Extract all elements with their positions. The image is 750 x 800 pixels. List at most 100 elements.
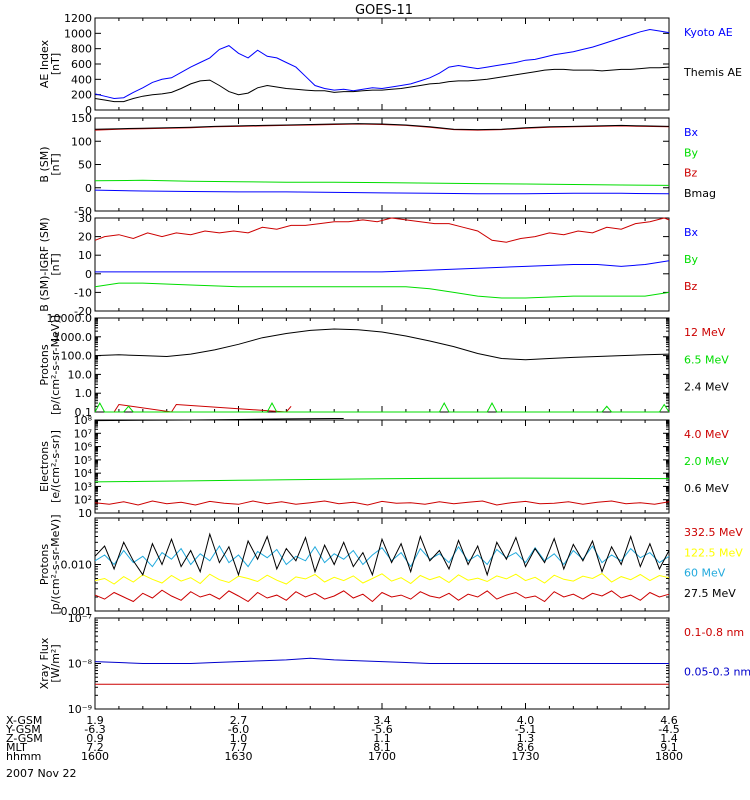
series-0-6-mev-line <box>94 418 344 422</box>
y-tick-label: 10 <box>78 507 92 520</box>
legend-60-mev: 60 MeV <box>684 567 726 580</box>
orbit-value: -6.0 <box>228 723 249 736</box>
plot-title: GOES-11 <box>355 3 413 18</box>
y-tick-label: 1.0 <box>75 387 93 400</box>
y-tick-label: 10³ <box>74 480 92 493</box>
y-tick-label: 150 <box>71 112 92 125</box>
panel-frame <box>94 17 670 111</box>
y-tick-label: 10⁸ <box>74 414 93 427</box>
y-tick-label: 0 <box>85 104 92 117</box>
orbit-row-label: Y-GSM <box>5 723 41 736</box>
series-by-line <box>94 179 670 186</box>
y-axis-label: [nT] <box>49 153 62 175</box>
legend-2-4-mev: 2.4 MeV <box>684 381 729 394</box>
y-tick-label: 10⁷ <box>74 427 92 440</box>
series-6-5-mev-line <box>94 401 670 413</box>
orbit-value: 4.6 <box>660 714 678 727</box>
y-tick-label: 100 <box>71 135 92 148</box>
orbit-value: -6.3 <box>84 723 105 736</box>
orbit-value: 1.4 <box>660 732 678 745</box>
orbit-value: 7.7 <box>230 741 248 754</box>
y-tick-label: -20 <box>74 305 92 318</box>
series-332-5-mev-line <box>94 589 670 603</box>
y-tick-label: 200 <box>71 89 92 102</box>
y-axis-label: B (SM) <box>38 146 51 182</box>
y-tick-label: 1200 <box>64 12 92 25</box>
y-tick-label: 0 <box>85 182 92 195</box>
orbit-time-axis: X-GSM 1.9 2.7 3.4 4.0 4.6 Y-GSM -6.3 -6.0 -5.6 -5.… <box>5 714 683 763</box>
y-tick-label: 0.010 <box>61 559 93 572</box>
legend-by: By <box>684 146 699 159</box>
legend-27-5-mev: 27.5 MeV <box>684 587 736 600</box>
y-axis-label: [nT] <box>49 53 62 75</box>
orbit-value: 1700 <box>368 750 396 763</box>
y-tick-label: 1000.0 <box>54 331 93 344</box>
y-tick-label: 10.0 <box>68 368 93 381</box>
y-axis-label: AE Index <box>38 39 51 88</box>
orbit-value: 2.7 <box>230 714 248 727</box>
y-axis-label: Protons <box>38 344 51 385</box>
orbit-value: 4.0 <box>517 714 535 727</box>
legend-6-5-mev: 6.5 MeV <box>684 353 729 366</box>
series-27-5-mev-line <box>94 532 670 577</box>
y-tick-label: -10 <box>74 286 92 299</box>
y-tick-label: 1000 <box>64 27 92 40</box>
series-12-mev-line <box>113 403 292 413</box>
y-tick-label: 30 <box>78 212 92 225</box>
orbit-value: 1600 <box>81 750 109 763</box>
orbit-value: 1.0 <box>230 732 248 745</box>
orbit-row-label: X-GSM <box>6 714 42 727</box>
orbit-value: 1.1 <box>373 732 391 745</box>
series-kyoto-ae-line <box>94 28 670 100</box>
y-tick-label: 10⁴ <box>74 467 93 480</box>
legend-bz: Bz <box>684 280 698 293</box>
y-tick-label: 0 <box>85 268 92 281</box>
orbit-value: 1630 <box>225 750 253 763</box>
panel-frame <box>94 117 670 212</box>
y-axis-label: [W/m²] <box>49 644 62 682</box>
y-axis-label: Protons <box>38 544 51 585</box>
series-bz-line <box>94 217 670 243</box>
y-tick-label: 0.001 <box>61 605 93 618</box>
panel-6: 0.001 0.010 Protons[p/(cm²-s-sr-MeV)] 332.5… <box>38 515 743 619</box>
legend-bx: Bx <box>684 126 699 139</box>
series-themis-ae-line <box>94 66 670 103</box>
legend-kyoto-ae: Kyoto AE <box>684 26 733 39</box>
y-tick-label: 20 <box>78 231 92 244</box>
orbit-value: 1730 <box>512 750 540 763</box>
series-bmag-line <box>94 123 670 131</box>
series-0-05-0-3-nm-line <box>94 657 669 664</box>
y-axis-label: [p/(cm²-s-sr-MeV)] <box>49 315 62 415</box>
legend-122-5-mev: 122.5 MeV <box>684 546 743 559</box>
y-tick-label: 50 <box>78 159 92 172</box>
orbit-row-label: MLT <box>6 741 27 754</box>
orbit-value: 1800 <box>655 750 683 763</box>
orbit-value: -5.6 <box>371 723 392 736</box>
y-tick-label: 10⁵ <box>74 454 92 467</box>
panel-3: -20 -10 0 10 20 30 B (SM)-IGRF (SM)[nT] Bx By Bz <box>38 212 699 318</box>
series-2-4-mev-line <box>94 328 670 361</box>
legend-332-5-mev: 332.5 MeV <box>684 526 743 539</box>
date-label: 2007 Nov 22 <box>6 767 76 780</box>
y-axis-label: B (SM)-IGRF (SM) <box>38 217 51 311</box>
orbit-row-label: Z-GSM <box>6 732 43 745</box>
orbit-value: 9.1 <box>660 741 678 754</box>
legend-0-6-mev: 0.6 MeV <box>684 482 729 495</box>
orbit-value: 8.1 <box>373 741 391 754</box>
panel-frame <box>94 517 670 612</box>
legend-2-0-mev: 2.0 MeV <box>684 455 729 468</box>
legend-themis-ae: Themis AE <box>683 66 742 79</box>
y-axis-label: [p/(cm²-s-sr-MeV)] <box>49 515 62 615</box>
y-axis-label: [e/(cm²-s-sr)] <box>49 430 62 503</box>
series-2-0-mev-line <box>94 477 670 483</box>
orbit-row-label: hhmm <box>6 750 41 763</box>
panel-1: 0 200 400 600 800 1000 1200 AE Index[nT] Kyoto A… <box>38 12 742 117</box>
orbit-value: 7.2 <box>86 741 104 754</box>
series-bx-line <box>94 189 670 195</box>
series-60-mev-line <box>94 545 670 568</box>
orbit-value: 1.9 <box>86 714 104 727</box>
legend-4-0-mev: 4.0 MeV <box>684 428 729 441</box>
legend-bz: Bz <box>684 167 698 180</box>
